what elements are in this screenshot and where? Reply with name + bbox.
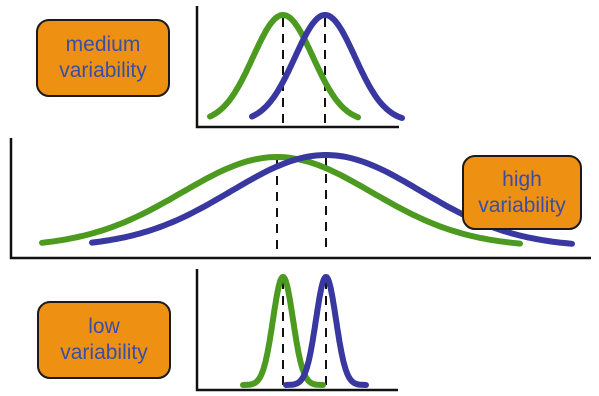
panel-low-axes [195, 269, 398, 392]
label-low-variability: low variability [37, 301, 171, 379]
panel-medium [195, 6, 405, 129]
label-high-line2: variability [478, 193, 566, 217]
panel-medium-axes [195, 6, 399, 129]
label-low-line2: variability [60, 341, 148, 364]
panel-medium-blue-curve [249, 12, 405, 121]
panel-low [195, 269, 398, 392]
panel-high-green-curve [39, 153, 523, 247]
label-medium-line2: variability [59, 59, 147, 82]
label-high-line1: high [502, 167, 542, 191]
panel-low-green-curve [240, 273, 326, 388]
panel-low-blue-curve [283, 273, 369, 388]
label-low-line1: low [88, 315, 120, 338]
label-medium-variability: medium variability [36, 19, 170, 97]
panel-high-axes [9, 138, 591, 260]
label-medium-line1: medium [65, 33, 141, 56]
label-high-variability: high variability [462, 155, 582, 230]
panel-medium-green-curve [207, 11, 361, 121]
